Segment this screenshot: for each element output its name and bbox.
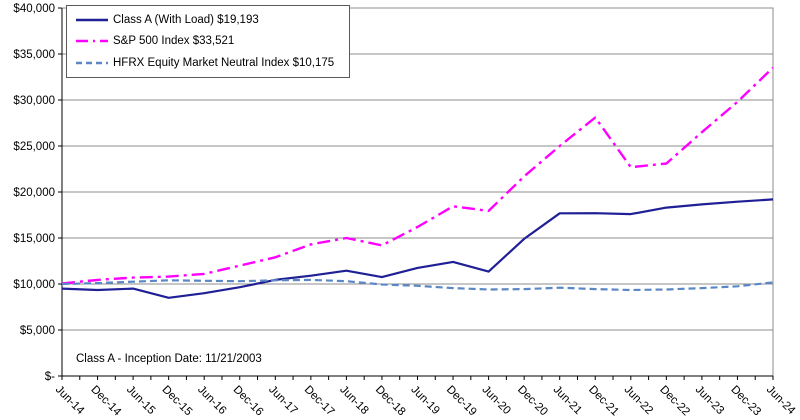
x-tick-label: Dec-17 — [302, 384, 337, 419]
y-tick-label: $30,000 — [13, 95, 55, 107]
x-tick-label: Dec-18 — [373, 384, 408, 419]
inception-annotation: Class A - Inception Date: 11/21/2003 — [76, 353, 262, 365]
x-tick-label: Dec-14 — [88, 384, 123, 419]
y-tick-label: $10,000 — [13, 279, 55, 291]
x-tick-label: Jun-17 — [266, 384, 299, 417]
x-tick-label: Dec-21 — [586, 384, 621, 419]
series-line-sp500 — [61, 66, 774, 285]
legend-item-sp500: S&P 500 Index $33,521 — [75, 35, 345, 47]
series-line-class-a — [61, 198, 774, 299]
x-tick-label: Dec-15 — [160, 384, 195, 419]
x-tick-label: Jun-18 — [337, 384, 370, 417]
y-tick-label: $20,000 — [13, 187, 55, 199]
x-tick-label: Jun-14 — [53, 384, 87, 418]
x-tick-label: Dec-23 — [728, 384, 763, 419]
x-tick-label: Dec-22 — [657, 384, 692, 419]
y-tick-label: $25,000 — [13, 141, 55, 153]
legend-label-class-a: Class A (With Load) $19,193 — [113, 13, 259, 26]
legend-label-sp500: S&P 500 Index $33,521 — [113, 35, 235, 48]
x-tick-label: Jun-22 — [622, 384, 655, 417]
x-tick-label: Jun-15 — [124, 384, 157, 417]
legend-item-class-a: Class A (With Load) $19,193 — [75, 14, 345, 26]
x-tick-label: Jun-19 — [408, 384, 441, 417]
x-tick-label: Jun-21 — [551, 384, 584, 417]
y-tick-label: $15,000 — [13, 233, 55, 245]
y-tick-label: $40,000 — [13, 3, 55, 15]
legend-line-icon-solid — [76, 18, 108, 22]
x-tick-label: Jun-23 — [693, 384, 726, 417]
legend-line-icon-dashed — [76, 61, 108, 65]
y-tick-label: $- — [45, 371, 55, 383]
series-line-hfrx — [61, 278, 774, 292]
legend-line-icon-dash-dot — [76, 40, 108, 43]
x-tick-label: Jun-24 — [764, 384, 798, 418]
legend-label-hfrx: HFRX Equity Market Neutral Index $10,175 — [113, 57, 335, 70]
x-tick-label: Jun-20 — [479, 384, 512, 417]
legend-item-hfrx: HFRX Equity Market Neutral Index $10,175 — [75, 57, 345, 69]
y-tick-label: $35,000 — [13, 49, 55, 61]
x-tick-label: Dec-20 — [515, 384, 550, 419]
x-tick-label: Dec-19 — [444, 384, 479, 419]
legend: Class A (With Load) $19,193 S&P 500 Inde… — [66, 5, 350, 78]
y-tick-label: $5,000 — [20, 325, 55, 337]
x-tick-label: Jun-16 — [195, 384, 228, 417]
x-tick-label: Dec-16 — [231, 384, 266, 419]
